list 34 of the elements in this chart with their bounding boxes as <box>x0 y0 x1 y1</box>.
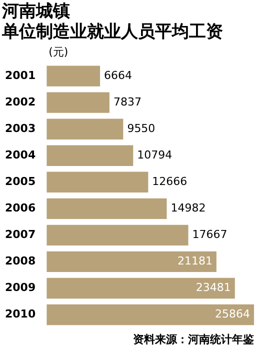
y-tick-label: 2010 <box>4 308 36 321</box>
data-label: 25864 <box>215 308 250 321</box>
chart-title: 河南城镇 <box>1 2 70 22</box>
text: 资料来源：河南统计年鉴 <box>133 332 254 346</box>
y-tick-label: 2006 <box>4 202 36 215</box>
y-tick-label: 2001 <box>4 68 36 82</box>
y-tick-label: 2004 <box>4 148 36 162</box>
data-label: 14982 <box>170 202 206 215</box>
data-label: 12666 <box>152 175 188 188</box>
bar <box>46 92 110 113</box>
bar <box>46 198 167 220</box>
data-label: 6664 <box>104 68 132 82</box>
bar <box>46 118 124 140</box>
x-axis-title: (元) <box>48 46 68 59</box>
y-tick-label: 2008 <box>4 254 36 268</box>
y-tick-label: 2005 <box>4 175 36 188</box>
y-tick-label: 2003 <box>4 122 36 135</box>
bar <box>46 66 100 86</box>
y-tick-label: 2002 <box>4 95 36 108</box>
data-label: 9550 <box>127 122 156 135</box>
bar <box>46 224 188 246</box>
data-label: 7837 <box>113 95 142 108</box>
data-label: 21181 <box>177 254 212 268</box>
y-tick-label: 2009 <box>4 281 36 294</box>
bar <box>46 304 254 326</box>
data-label: 23481 <box>196 281 231 294</box>
data-label: 10794 <box>137 148 172 162</box>
y-tick-label: 2007 <box>4 228 36 242</box>
bar <box>46 172 148 192</box>
chart-subtitle: 单位制造业就业人员平均工资 <box>1 22 223 42</box>
bar <box>46 278 235 299</box>
bar <box>46 145 134 166</box>
bar <box>46 251 216 272</box>
data-label: 17667 <box>192 228 228 242</box>
